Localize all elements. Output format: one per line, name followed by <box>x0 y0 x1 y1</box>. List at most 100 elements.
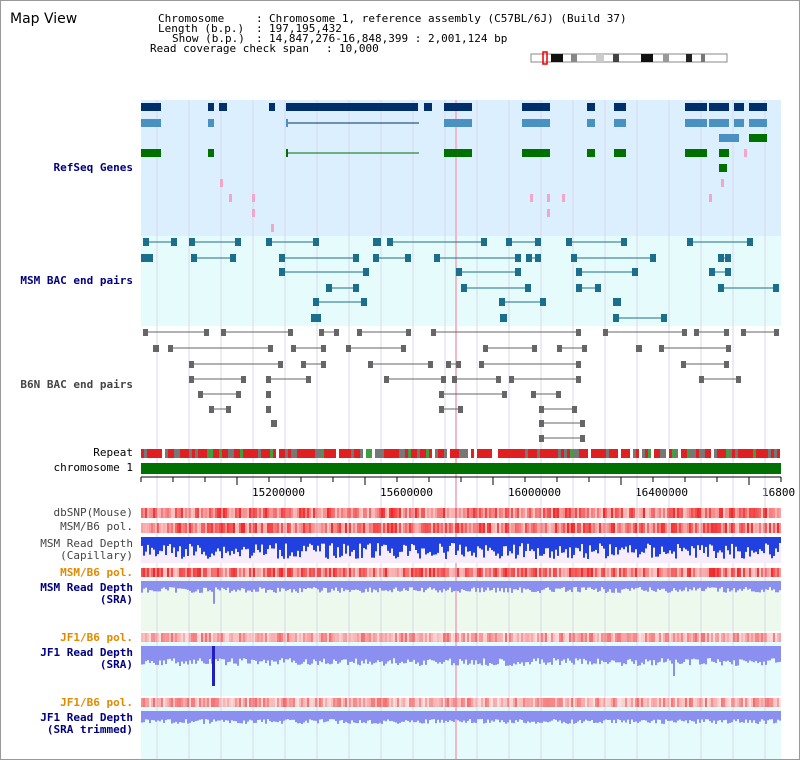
pol-cell <box>535 523 537 533</box>
pol-cell <box>503 568 505 577</box>
pol-cell <box>779 633 781 642</box>
depth-bar <box>345 711 347 722</box>
pol-cell <box>551 508 553 518</box>
depth-bar <box>695 581 697 591</box>
pol-cell <box>467 523 469 533</box>
depth-bar <box>735 537 737 547</box>
repeat-segment <box>663 449 666 458</box>
pol-cell <box>509 633 511 642</box>
pol-cell <box>711 633 713 642</box>
pol-cell <box>333 508 335 518</box>
ideogram-band <box>596 54 604 62</box>
pol-cell <box>685 698 687 707</box>
bac-end <box>613 314 619 322</box>
depth-bar <box>263 711 265 720</box>
depth-bar <box>581 646 583 664</box>
pol-cell <box>725 523 727 533</box>
depth-bar <box>727 646 729 661</box>
depth-bar <box>213 711 215 720</box>
depth-bar <box>275 711 277 722</box>
pol-cell <box>561 508 563 518</box>
pol-cell <box>425 698 427 707</box>
depth-bar <box>661 646 663 659</box>
repeat-segment <box>348 449 351 458</box>
depth-bar <box>571 646 573 663</box>
depth-bar <box>567 537 569 558</box>
bac-end <box>266 238 272 246</box>
pol-cell <box>513 698 515 707</box>
pol-cell <box>151 523 153 533</box>
pol-cell <box>207 508 209 518</box>
pol-cell <box>641 568 643 577</box>
depth-bar <box>403 711 405 722</box>
pol-cell <box>185 633 187 642</box>
chromosome-label: chromosome 1 <box>53 461 133 474</box>
pol-cell <box>285 633 287 642</box>
depth-bar <box>593 537 595 552</box>
depth-bar <box>189 581 191 591</box>
pol-cell <box>709 523 711 533</box>
pol-cell <box>633 633 635 642</box>
pol-cell <box>289 633 291 642</box>
pol-cell <box>561 523 563 533</box>
pol-cell <box>745 523 747 533</box>
pol-cell <box>733 523 735 533</box>
pol-cell <box>383 508 385 518</box>
pol-cell <box>143 698 145 707</box>
depth-bar <box>659 581 661 591</box>
repeat-segment <box>339 449 342 458</box>
pol-cell <box>551 568 553 577</box>
pol-cell <box>715 698 717 707</box>
pol-cell <box>633 508 635 518</box>
ideogram-band <box>686 54 692 62</box>
repeat-segment <box>777 449 780 458</box>
depth-bar <box>657 537 659 557</box>
pol-cell <box>379 508 381 518</box>
pol-cell <box>161 508 163 518</box>
pol-cell <box>653 523 655 533</box>
depth-bar <box>613 581 615 593</box>
depth-bar <box>535 537 537 559</box>
depth-bar <box>375 711 377 724</box>
depth-bar <box>675 537 677 559</box>
pol-cell <box>667 508 669 518</box>
depth-bar <box>215 537 217 552</box>
depth-bar <box>243 537 245 547</box>
depth-bar <box>631 581 633 588</box>
pol-cell <box>535 508 537 518</box>
depth-bar <box>327 537 329 559</box>
pol-cell <box>479 523 481 533</box>
depth-bar <box>483 711 485 724</box>
depth-bar <box>543 711 545 722</box>
pol-cell <box>211 633 213 642</box>
pol-cell <box>395 508 397 518</box>
pol-cell <box>323 508 325 518</box>
pol-cell <box>677 568 679 577</box>
pol-cell <box>741 633 743 642</box>
pol-cell <box>587 523 589 533</box>
depth-bar <box>531 581 533 592</box>
repeat-segment <box>480 449 483 458</box>
pol-cell <box>269 633 271 642</box>
repeat-segment <box>258 449 261 458</box>
pol-cell <box>369 523 371 533</box>
depth-bar <box>179 581 181 589</box>
pol-cell <box>445 633 447 642</box>
pol-cell <box>703 698 705 707</box>
pol-cell <box>575 698 577 707</box>
depth-bar <box>643 711 645 721</box>
pol-cell <box>217 508 219 518</box>
pol-cell <box>751 508 753 518</box>
pol-cell <box>321 568 323 577</box>
bac-end <box>204 329 209 336</box>
pol-cell <box>411 633 413 642</box>
pol-cell <box>699 698 701 707</box>
depth-bar <box>317 581 319 590</box>
depth-bar <box>349 581 351 592</box>
pol-cell <box>347 568 349 577</box>
depth-bar <box>249 537 251 559</box>
pol-cell <box>385 568 387 577</box>
depth-bar <box>455 646 457 666</box>
pol-cell <box>657 633 659 642</box>
